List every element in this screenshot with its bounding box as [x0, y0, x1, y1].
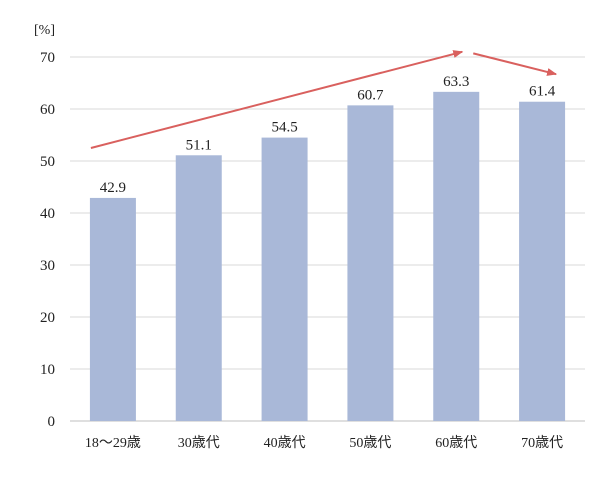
x-tick-label: 18〜29歳 — [85, 435, 141, 451]
bar — [261, 137, 308, 421]
x-tick-label: 70歳代 — [521, 435, 563, 451]
y-tick-label: 50 — [40, 154, 55, 170]
bar — [519, 101, 566, 421]
x-tick-label: 50歳代 — [349, 435, 391, 451]
x-axis-categories: 18〜29歳 30歳代 40歳代 50歳代 60歳代 70歳代 — [85, 435, 563, 451]
trend-arrow-up — [90, 50, 464, 149]
y-tick-label: 40 — [40, 206, 55, 222]
data-labels: 42.9 51.1 54.5 60.7 63.3 61.4 — [100, 74, 556, 196]
y-tick-label: 0 — [48, 414, 56, 430]
y-tick-label: 30 — [40, 258, 55, 274]
x-tick-label: 60歳代 — [435, 435, 477, 451]
bar — [347, 105, 394, 422]
data-label: 60.7 — [357, 87, 384, 103]
bars — [89, 91, 566, 422]
bar — [89, 197, 136, 421]
x-tick-label: 40歳代 — [264, 435, 306, 451]
y-tick-label: 70 — [40, 50, 55, 66]
data-label: 51.1 — [186, 137, 212, 153]
trend-arrow-down — [473, 52, 558, 76]
data-label: 63.3 — [443, 74, 469, 90]
data-label: 61.4 — [529, 84, 556, 100]
y-tick-label: 20 — [40, 310, 55, 326]
data-label: 42.9 — [100, 180, 126, 196]
bar — [175, 155, 222, 421]
x-tick-label: 30歳代 — [178, 435, 220, 451]
data-label: 54.5 — [271, 120, 297, 136]
y-tick-label: 10 — [40, 362, 55, 378]
trend-arrows — [90, 50, 558, 149]
y-axis-unit-label: [%] — [34, 23, 55, 38]
gridlines — [70, 56, 585, 422]
y-tick-label: 60 — [40, 102, 55, 118]
y-axis-ticks: 0 10 20 30 40 50 60 70 — [40, 50, 55, 430]
bar — [433, 91, 480, 421]
